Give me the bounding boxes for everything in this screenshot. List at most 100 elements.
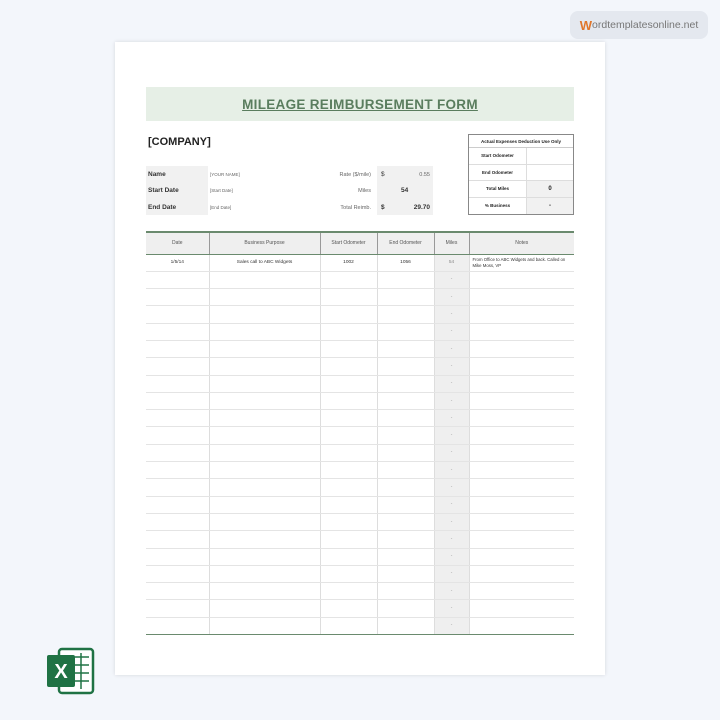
table-cell[interactable] [468,323,574,341]
table-cell[interactable] [376,548,434,566]
table-cell[interactable] [208,513,320,532]
table-cell[interactable] [468,513,574,532]
table-cell[interactable] [208,461,320,480]
table-cell[interactable] [376,461,434,480]
table-cell[interactable] [319,478,377,497]
table-cell[interactable] [146,513,209,532]
table-cell[interactable] [468,375,574,393]
table-cell[interactable] [208,426,320,445]
table-cell[interactable] [146,375,209,393]
table-cell[interactable] [376,617,434,636]
table-cell[interactable] [376,392,434,411]
table-cell[interactable] [376,357,434,376]
table-cell[interactable] [319,599,377,618]
table-cell[interactable] [146,444,209,463]
table-cell[interactable] [208,340,320,359]
table-cell[interactable]: 1/5/14 [146,254,209,272]
table-cell[interactable] [319,617,377,636]
table-cell[interactable] [208,357,320,376]
table-cell[interactable] [376,305,434,324]
table-cell[interactable] [146,305,209,324]
table-cell[interactable] [319,409,377,428]
table-cell[interactable] [319,582,377,601]
table-cell[interactable] [208,271,320,290]
table-cell[interactable] [319,513,377,532]
table-cell[interactable] [319,565,377,584]
table-cell[interactable]: From Office to ABC Widgets and back. Cal… [468,254,574,272]
table-cell[interactable] [146,409,209,428]
table-cell[interactable] [376,323,434,341]
table-cell[interactable] [376,599,434,618]
table-cell[interactable] [208,444,320,463]
end-date-value[interactable]: [End Date] [210,205,232,210]
table-cell[interactable] [208,582,320,601]
table-cell[interactable] [146,582,209,601]
table-cell[interactable] [468,340,574,359]
table-cell[interactable] [208,548,320,566]
table-cell[interactable] [468,357,574,376]
table-cell[interactable] [146,599,209,618]
table-cell[interactable] [468,478,574,497]
table-cell[interactable] [468,305,574,324]
table-cell[interactable] [468,617,574,636]
table-cell[interactable] [468,271,574,290]
ae-value[interactable] [527,165,573,181]
table-cell[interactable] [376,478,434,497]
table-cell[interactable] [376,513,434,532]
table-cell[interactable] [146,340,209,359]
table-cell[interactable] [319,496,377,514]
table-cell[interactable] [319,461,377,480]
table-cell[interactable] [468,496,574,514]
table-cell[interactable] [319,323,377,341]
table-cell[interactable] [208,375,320,393]
table-cell[interactable] [208,617,320,636]
table-cell[interactable] [468,392,574,411]
table-cell[interactable] [468,461,574,480]
table-cell[interactable] [208,392,320,411]
table-cell[interactable] [376,340,434,359]
table-cell[interactable] [319,426,377,445]
table-cell[interactable] [319,340,377,359]
table-cell[interactable] [319,392,377,411]
name-value[interactable]: [YOUR NAME] [210,172,240,177]
table-cell[interactable] [208,323,320,341]
table-cell[interactable] [146,426,209,445]
table-cell[interactable] [468,565,574,584]
table-cell[interactable] [146,530,209,549]
table-cell[interactable] [319,375,377,393]
table-cell[interactable] [146,357,209,376]
table-cell[interactable] [376,409,434,428]
table-cell[interactable] [376,444,434,463]
table-cell[interactable] [319,548,377,566]
table-cell[interactable]: 1056 [376,254,434,272]
rate-value[interactable]: 0.55 [419,172,430,178]
table-cell[interactable] [468,288,574,307]
table-cell[interactable] [468,444,574,463]
table-cell[interactable] [146,565,209,584]
table-cell[interactable] [468,548,574,566]
table-cell[interactable] [319,288,377,307]
table-cell[interactable] [319,444,377,463]
table-cell[interactable] [319,271,377,290]
table-cell[interactable] [208,409,320,428]
table-cell[interactable] [468,409,574,428]
table-cell[interactable] [208,288,320,307]
table-cell[interactable] [208,305,320,324]
table-cell[interactable] [208,530,320,549]
table-cell[interactable] [146,496,209,514]
start-date-value[interactable]: [Start Date] [210,188,233,193]
table-cell[interactable] [146,323,209,341]
table-cell[interactable] [376,530,434,549]
table-cell[interactable] [146,461,209,480]
table-cell[interactable] [146,288,209,307]
table-cell[interactable] [468,426,574,445]
table-cell[interactable] [319,357,377,376]
table-cell[interactable] [376,271,434,290]
table-cell[interactable] [376,288,434,307]
table-cell[interactable] [208,565,320,584]
table-cell[interactable] [208,599,320,618]
table-cell[interactable] [376,496,434,514]
table-cell[interactable] [208,496,320,514]
table-cell[interactable] [468,530,574,549]
table-cell[interactable]: 1002 [319,254,377,272]
